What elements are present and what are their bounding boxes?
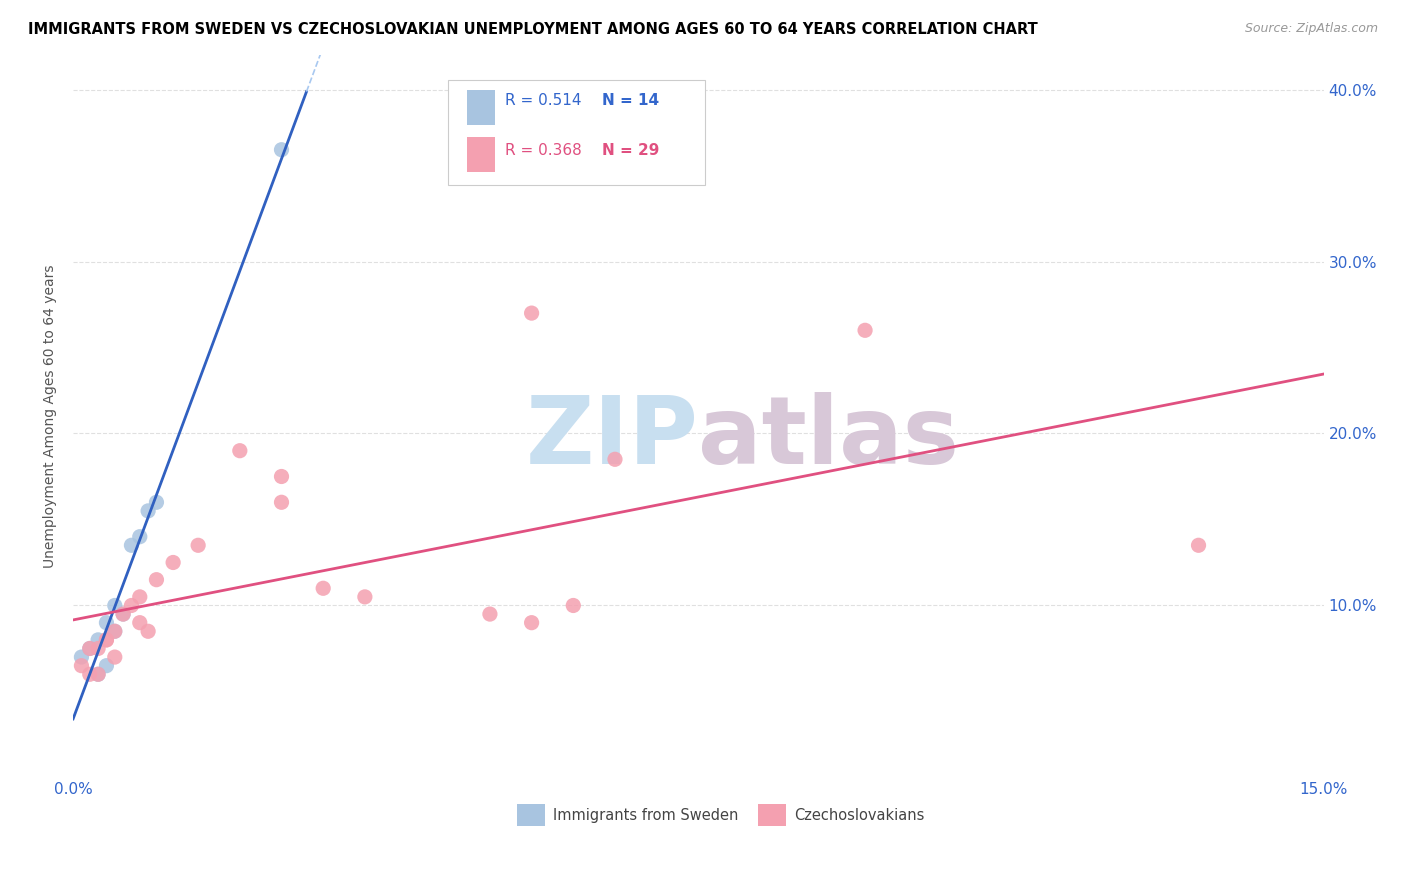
- Point: [312, 582, 335, 596]
- Text: N = 29: N = 29: [602, 143, 659, 158]
- Point: [478, 607, 501, 621]
- Bar: [467, 90, 495, 125]
- Text: ZIP: ZIP: [526, 392, 699, 484]
- Text: IMMIGRANTS FROM SWEDEN VS CZECHOSLOVAKIAN UNEMPLOYMENT AMONG AGES 60 TO 64 YEARS: IMMIGRANTS FROM SWEDEN VS CZECHOSLOVAKIA…: [28, 22, 1038, 37]
- Text: Source: ZipAtlas.com: Source: ZipAtlas.com: [1244, 22, 1378, 36]
- Point: [70, 650, 93, 665]
- Point: [136, 624, 159, 639]
- Point: [87, 632, 110, 647]
- Point: [128, 615, 150, 630]
- Point: [87, 641, 110, 656]
- Point: [96, 632, 118, 647]
- Point: [96, 658, 118, 673]
- Point: [229, 443, 252, 458]
- Point: [520, 615, 543, 630]
- Bar: [467, 137, 495, 172]
- Point: [1187, 538, 1209, 552]
- Point: [270, 495, 292, 509]
- Text: R = 0.368: R = 0.368: [505, 143, 581, 158]
- Point: [70, 658, 93, 673]
- Text: Immigrants from Sweden: Immigrants from Sweden: [554, 807, 738, 822]
- Point: [270, 469, 292, 483]
- Bar: [517, 805, 544, 826]
- Point: [112, 607, 135, 621]
- Point: [104, 650, 127, 665]
- Point: [120, 599, 142, 613]
- Bar: [758, 805, 786, 826]
- Point: [96, 632, 118, 647]
- Text: Czechoslovakians: Czechoslovakians: [794, 807, 925, 822]
- Point: [79, 641, 101, 656]
- Point: [128, 530, 150, 544]
- Point: [354, 590, 377, 604]
- Point: [128, 590, 150, 604]
- Point: [145, 495, 167, 509]
- Point: [562, 599, 585, 613]
- Point: [96, 615, 118, 630]
- Point: [87, 667, 110, 681]
- Point: [520, 306, 543, 320]
- Point: [603, 452, 626, 467]
- Point: [136, 504, 159, 518]
- Text: R = 0.514: R = 0.514: [505, 93, 581, 108]
- Y-axis label: Unemployment Among Ages 60 to 64 years: Unemployment Among Ages 60 to 64 years: [44, 265, 58, 568]
- Point: [120, 538, 142, 552]
- Point: [79, 641, 101, 656]
- Point: [104, 624, 127, 639]
- Point: [79, 667, 101, 681]
- Text: N = 14: N = 14: [602, 93, 659, 108]
- Point: [162, 556, 184, 570]
- FancyBboxPatch shape: [449, 80, 704, 186]
- Text: atlas: atlas: [699, 392, 959, 484]
- Point: [853, 323, 876, 337]
- Point: [104, 624, 127, 639]
- Point: [104, 599, 127, 613]
- Point: [112, 607, 135, 621]
- Point: [187, 538, 209, 552]
- Point: [145, 573, 167, 587]
- Point: [270, 143, 292, 157]
- Point: [87, 667, 110, 681]
